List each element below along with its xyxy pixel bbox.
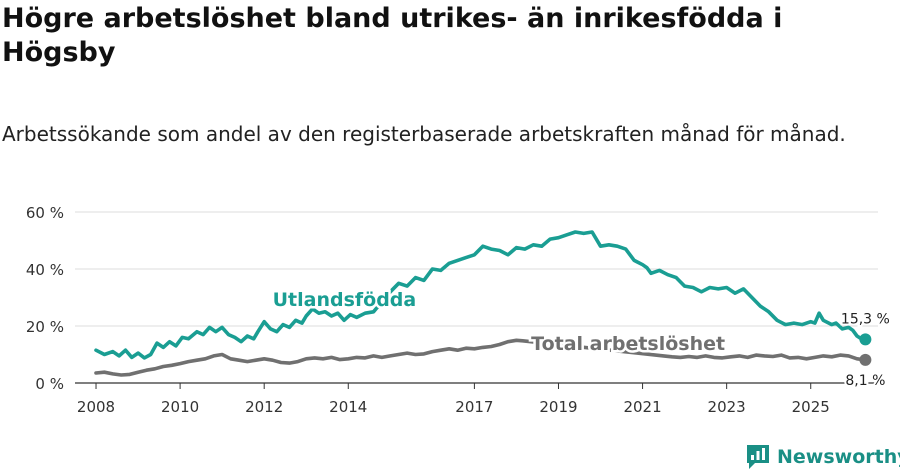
y-tick-label: 60 % <box>26 204 64 222</box>
x-tick-label: 2010 <box>161 398 199 416</box>
x-tick-label: 2017 <box>455 398 493 416</box>
y-tick-label: 40 % <box>26 261 64 279</box>
x-tick-label: 2012 <box>245 398 283 416</box>
x-tick-label: 2021 <box>623 398 661 416</box>
series-labels: Utlandsfödda Total arbetslöshet 15,3 % 8,1 … <box>270 287 892 391</box>
series-line-utlandsfodda <box>94 230 868 360</box>
y-axis-ticks: 0 % 20 % 40 % 60 % <box>26 204 64 393</box>
x-tick-label: 2014 <box>329 398 367 416</box>
series-lines <box>94 230 872 377</box>
x-tick-label: 2008 <box>77 398 115 416</box>
x-tick-label: 2025 <box>792 398 830 416</box>
newsworthy-logo: Newsworthy <box>745 442 900 472</box>
end-label-utlandsfodda: 15,3 % <box>841 311 890 327</box>
series-label-total: Total arbetslöshet <box>531 333 725 355</box>
series-line-total-end-dot <box>859 353 872 366</box>
x-tick-label: 2019 <box>539 398 577 416</box>
series-label-utlandsfodda: Utlandsfödda <box>273 289 417 311</box>
end-label-total: 8,1 % <box>845 373 885 389</box>
newsworthy-logo-icon <box>747 445 769 469</box>
x-axis-ticks: 2008 2010 2012 2014 2017 2019 2021 2023 2025 <box>77 383 830 416</box>
grid-lines <box>75 211 878 327</box>
chart-subtitle: Arbetssökande som andel av den registerb… <box>2 122 846 146</box>
newsworthy-logo-text: Newsworthy <box>777 446 900 468</box>
series-line-utlandsfodda-end-dot <box>859 333 872 346</box>
chart-title: Högre arbetslöshet bland utrikes- än inr… <box>2 3 783 68</box>
x-tick-label: 2023 <box>708 398 746 416</box>
series-line-total <box>94 338 868 377</box>
y-tick-label: 0 % <box>35 375 64 393</box>
y-tick-label: 20 % <box>26 318 64 336</box>
